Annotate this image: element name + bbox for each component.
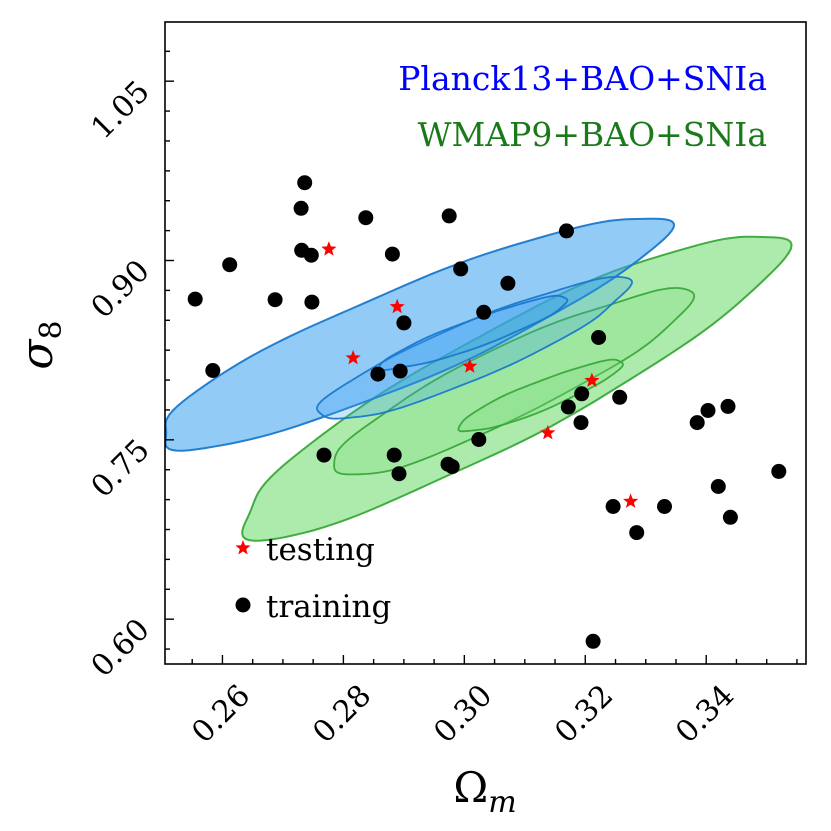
x-axis-subscript: m [488,785,516,820]
training-point-7 [297,175,313,191]
training-point-28 [574,386,590,402]
training-point-8 [303,247,319,263]
training-point-25 [559,223,574,239]
training-point-40 [771,463,787,479]
training-point-10 [316,447,332,463]
training-point-19 [441,208,457,224]
training-point-23 [476,304,492,320]
training-point-12 [370,366,386,382]
x-tick-label: 0.30 [427,678,499,750]
legend-label-training: training [266,589,391,625]
training-point-38 [720,398,736,414]
training-point-5 [293,200,309,216]
training-point-11 [358,210,374,226]
annotation-planck: Planck13+BAO+SNIa [398,59,767,98]
y-axis-subscript: 8 [34,320,69,339]
training-point-32 [612,389,628,405]
training-point-16 [392,363,408,379]
x-tick-label: 0.32 [548,678,620,750]
legend-star-shape [235,540,251,555]
training-point-9 [304,294,320,310]
training-point-1 [187,291,203,307]
training-point-29 [585,633,601,649]
legend: testing training [235,532,391,625]
annotation-wmap: WMAP9+BAO+SNIa [418,115,767,154]
testing-point-3 [389,298,405,314]
training-point-30 [591,330,607,345]
training-point-20 [444,459,460,475]
testing-point-2 [345,349,361,365]
testing-point-1 [321,241,337,256]
x-axis-title: Ωm [453,763,516,820]
training-point-3 [222,257,238,273]
training-point-26 [560,399,576,415]
y-tick-label: 0.75 [85,433,157,505]
legend-label-testing: testing [266,532,375,568]
training-point-24 [500,275,516,291]
training-point-34 [657,499,672,514]
testing-point-6 [584,372,600,387]
training-point-33 [629,525,645,541]
training-point-13 [384,246,400,262]
training-point-27 [573,415,589,431]
plot-frame [164,21,807,665]
x-tick-label: 0.28 [306,678,378,750]
training-point-15 [391,466,407,482]
training-point-36 [700,403,716,418]
training-point-39 [722,509,738,525]
training-point-21 [453,261,469,277]
training-point-14 [386,447,402,463]
testing-point-5 [540,424,556,440]
testing-point-4 [462,358,478,373]
training-point-17 [396,315,412,331]
training-point-4 [267,292,283,308]
x-axis-symbol: Ω [453,763,488,812]
x-tick-label: 0.34 [669,678,741,750]
x-tick-label: 0.26 [185,678,257,750]
legend-circle-marker [235,597,251,613]
testing-point-7 [623,493,639,508]
y-tick-label: 0.60 [85,612,157,684]
y-tick-label: 0.90 [85,253,157,325]
y-axis-symbol: σ [12,338,63,370]
legend-star-marker [235,540,251,555]
y-axis-title: σ8 [12,320,69,369]
training-point-22 [471,432,487,447]
training-point-2 [205,363,221,378]
points-layer [187,175,787,649]
training-point-37 [710,479,726,494]
training-point-35 [689,415,705,431]
training-point-31 [605,499,621,514]
y-tick-label: 1.05 [85,74,157,146]
